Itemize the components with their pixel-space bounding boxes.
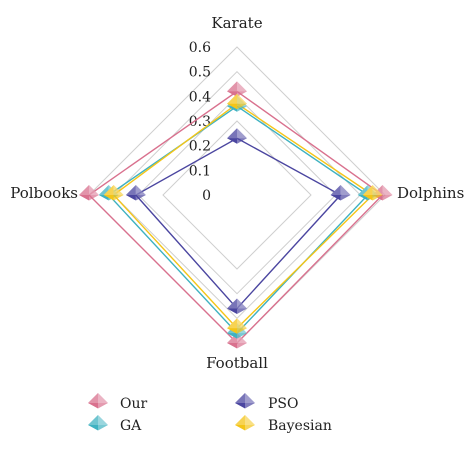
legend-marker-ga <box>88 415 108 431</box>
legend-marker-pso <box>235 393 255 409</box>
legend-diamond-pso <box>235 393 255 409</box>
series-points-our <box>79 81 393 349</box>
legend-diamond-ga <box>88 415 108 431</box>
legend-item-our[interactable]: Our <box>88 393 147 412</box>
legend: Our GA PSO Bayesian <box>88 393 332 434</box>
tick-label-0-3: 0.3 <box>189 114 211 130</box>
legend-label-our: Our <box>120 396 147 412</box>
legend-label-bayesian: Bayesian <box>268 418 332 434</box>
legend-marker-bayesian <box>235 415 255 431</box>
tick-label-0-1: 0.1 <box>189 163 211 179</box>
legend-marker-our <box>88 393 108 409</box>
axis-label-dolphins: Dolphins <box>397 184 464 202</box>
legend-diamond-bayesian <box>235 415 255 431</box>
legend-label-pso: PSO <box>268 396 299 412</box>
point-bayesian-karate <box>227 93 247 110</box>
legend-item-bayesian[interactable]: Bayesian <box>235 415 332 434</box>
point-bayesian-dolphins <box>362 185 383 201</box>
axis-label-football: Football <box>206 354 268 372</box>
point-bayesian-polbooks <box>103 185 124 201</box>
point-pso-dolphins <box>330 185 351 201</box>
series-points-bayesian <box>103 93 383 334</box>
legend-item-pso[interactable]: PSO <box>235 393 299 412</box>
tick-label-0: 0 <box>202 188 211 204</box>
point-our-karate <box>227 81 247 97</box>
point-pso-karate <box>227 128 247 144</box>
point-pso-football <box>227 298 247 314</box>
tick-label-0-2: 0.2 <box>189 139 211 155</box>
point-our-polbooks <box>79 185 99 201</box>
grid-ring-0-4 <box>137 95 337 295</box>
legend-diamond-our <box>88 393 108 409</box>
grid-ring-0-3 <box>162 120 312 270</box>
point-bayesian-football <box>227 318 247 334</box>
legend-item-ga[interactable]: GA <box>88 415 142 434</box>
axis-labels: Karate Dolphins Football Polbooks <box>10 14 464 372</box>
series-points-pso <box>125 128 351 314</box>
axis-label-polbooks: Polbooks <box>10 184 78 202</box>
tick-label-0-5: 0.5 <box>189 65 211 81</box>
axis-label-karate: Karate <box>211 14 262 32</box>
tick-label-0-4: 0.4 <box>189 89 211 105</box>
tick-label-0-6: 0.6 <box>189 40 211 56</box>
legend-label-ga: GA <box>120 418 142 434</box>
point-pso-polbooks <box>125 185 146 201</box>
radial-ticks: 0 0.1 0.2 0.3 0.4 0.5 0.6 <box>189 40 211 204</box>
series-layer <box>79 81 393 349</box>
